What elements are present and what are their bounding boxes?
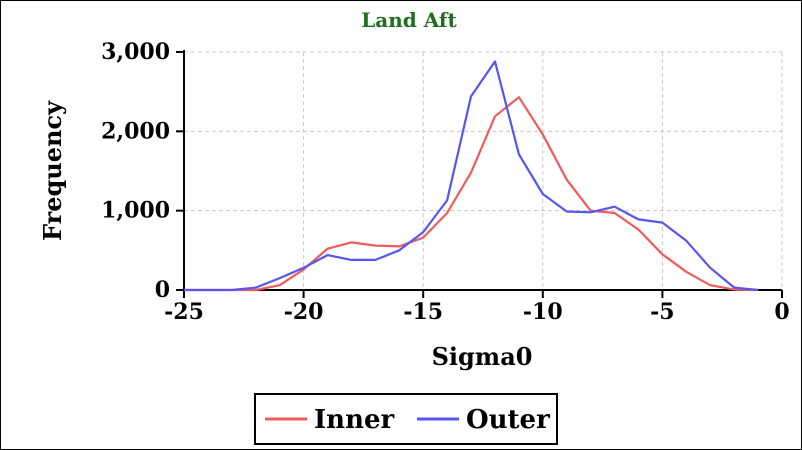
x-axis-label: Sigma0 bbox=[432, 342, 533, 371]
y-axis-ticks: 0 1,000 2,000 3,000 bbox=[101, 39, 184, 303]
series-line-inner bbox=[184, 96, 759, 292]
legend-box bbox=[254, 393, 558, 445]
x-tick-label: 0 bbox=[774, 299, 789, 325]
x-tick-label: -20 bbox=[284, 299, 324, 325]
y-tick-label: 0 bbox=[155, 277, 170, 303]
y-tick-label: 3,000 bbox=[101, 39, 170, 65]
legend: Inner Outer bbox=[254, 393, 558, 445]
x-tick-label: -15 bbox=[403, 299, 443, 325]
x-axis-ticks: -25 -20 -15 -10 -5 0 bbox=[164, 290, 790, 325]
chart-title: Land Aft bbox=[361, 8, 457, 32]
legend-label-outer: Outer bbox=[466, 405, 550, 435]
x-tick-label: -5 bbox=[650, 299, 674, 325]
y-tick-label: 2,000 bbox=[101, 118, 170, 144]
y-axis-label: Frequency bbox=[38, 100, 67, 241]
grid-lines bbox=[183, 51, 783, 291]
axes bbox=[183, 50, 782, 291]
series-lines bbox=[184, 60, 759, 292]
legend-label-inner: Inner bbox=[314, 405, 395, 435]
x-tick-label: -25 bbox=[164, 299, 204, 325]
x-tick-label: -10 bbox=[523, 299, 563, 325]
series-line-outer bbox=[184, 60, 759, 292]
y-tick-label: 1,000 bbox=[101, 198, 170, 224]
